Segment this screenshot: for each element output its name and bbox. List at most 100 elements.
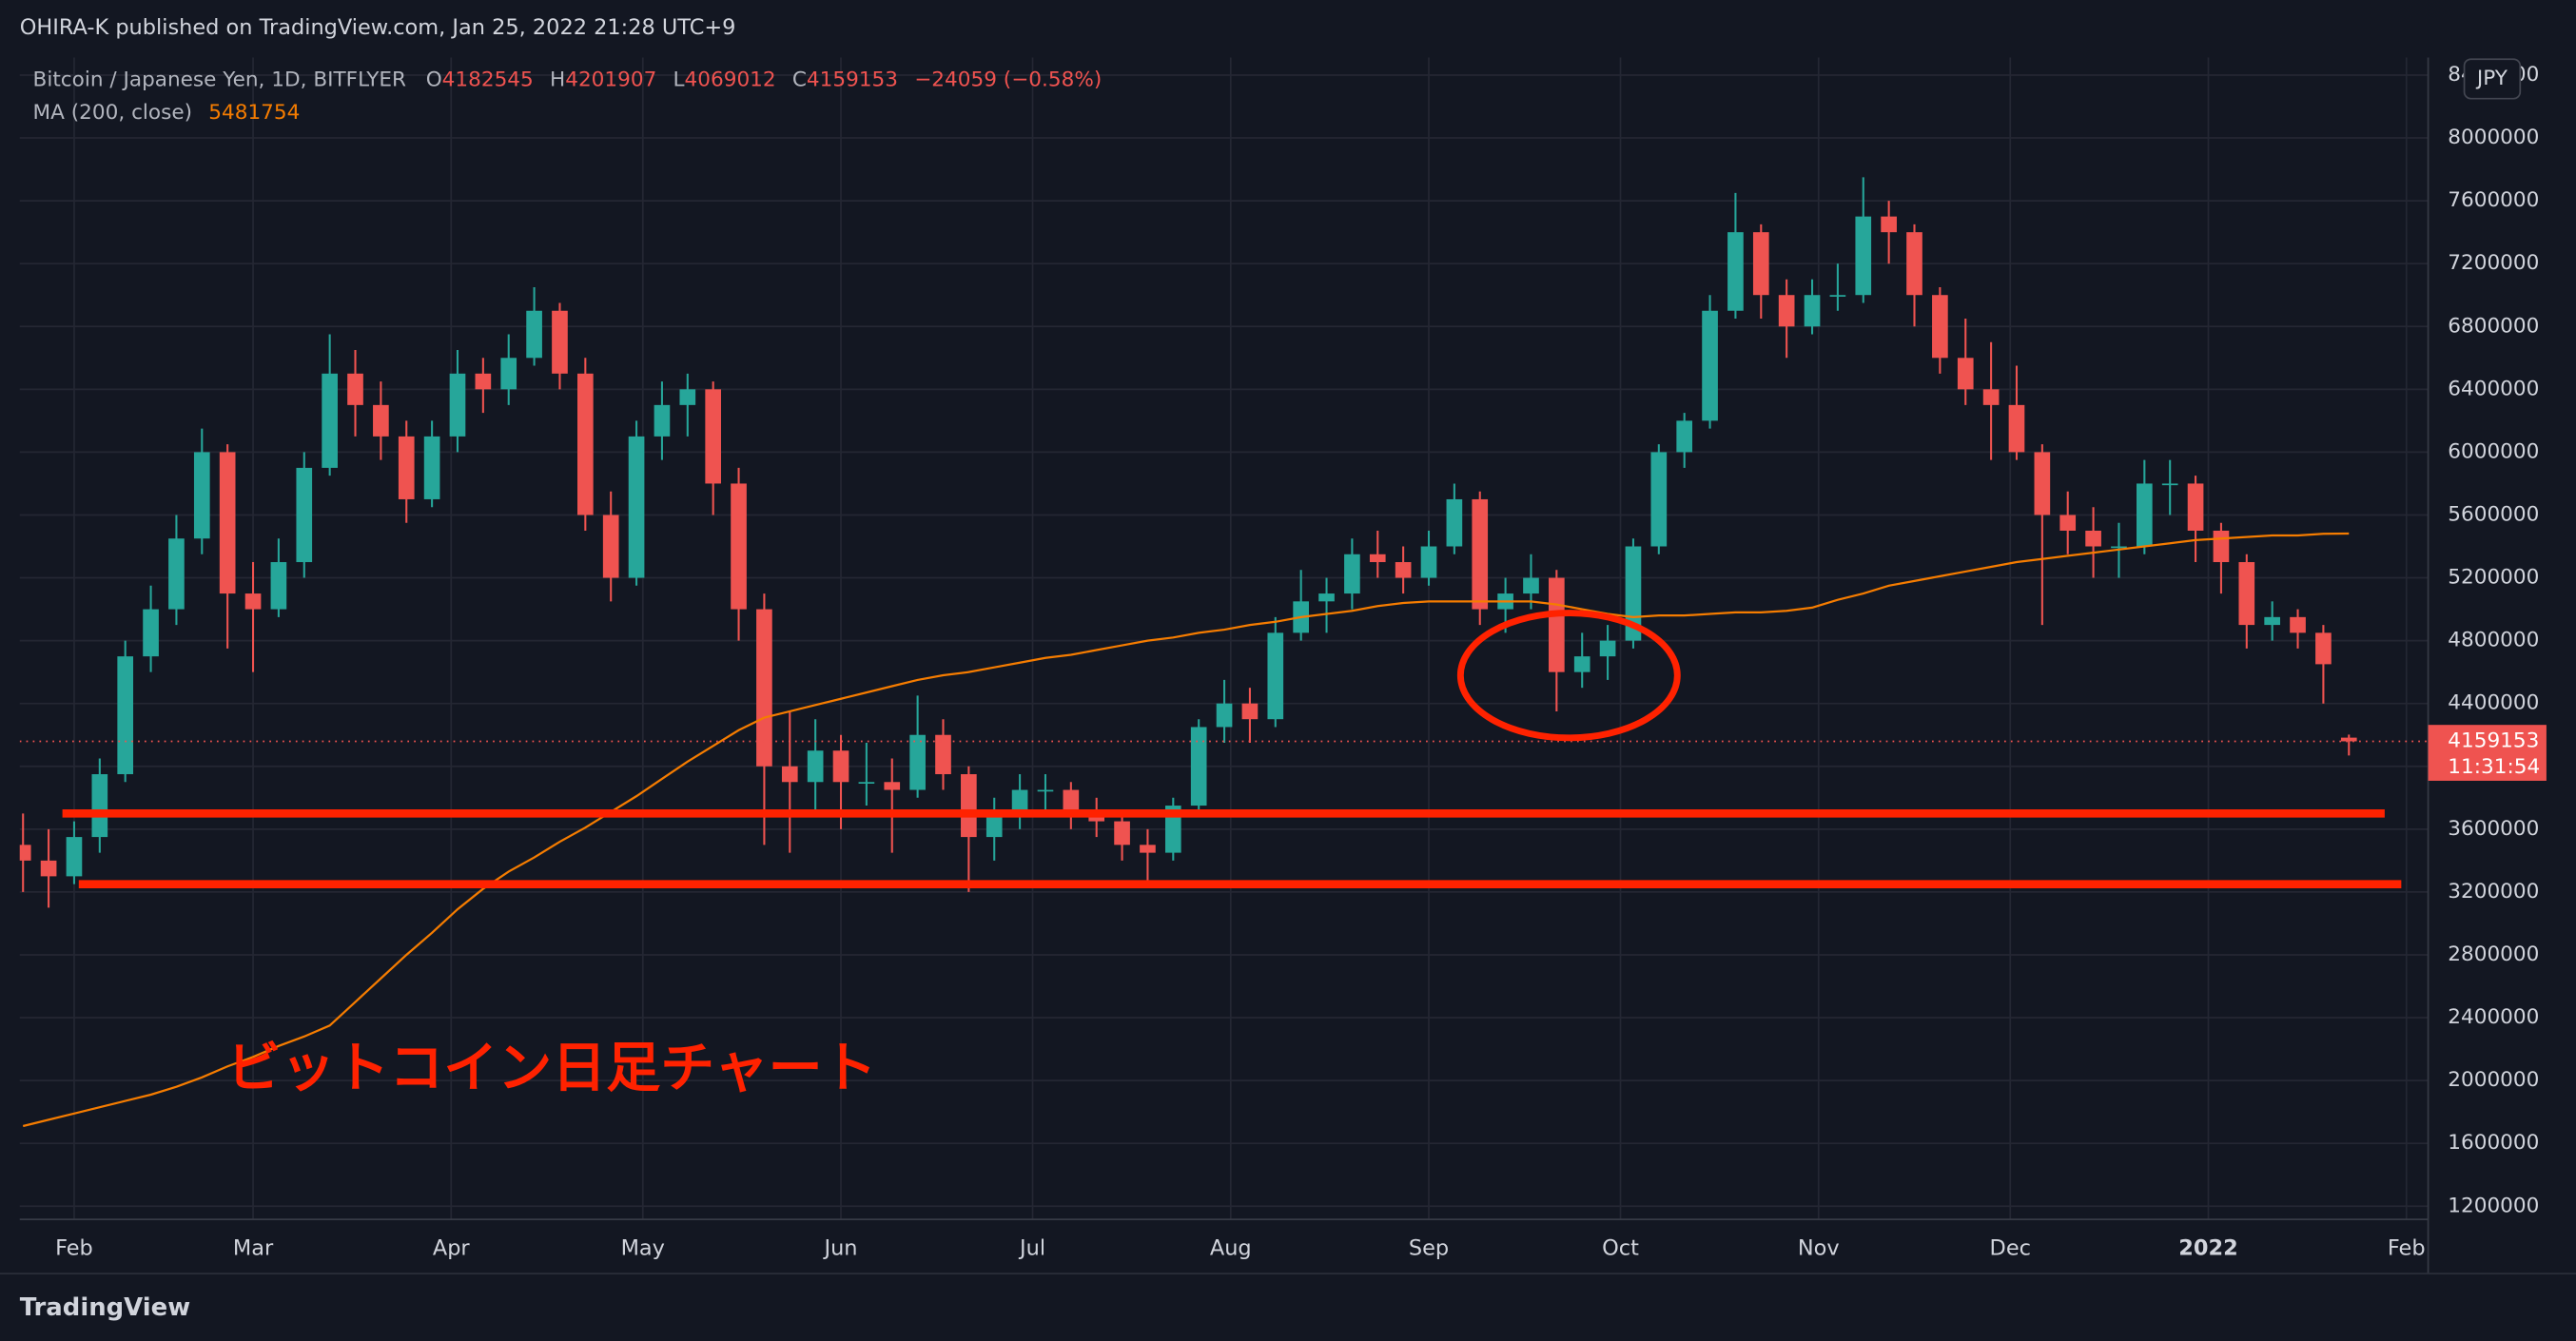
candle-body — [2187, 483, 2204, 531]
y-tick-label: 6800000 — [2448, 314, 2539, 338]
candle-body — [1752, 232, 1769, 296]
candle-body — [705, 389, 722, 484]
candle-body — [40, 860, 57, 877]
currency[interactable]: JPY — [2475, 67, 2508, 90]
last-price-box — [2428, 725, 2547, 781]
candle-body — [1804, 295, 1821, 327]
candle-body — [986, 813, 1003, 838]
currency-button[interactable] — [2463, 58, 2522, 100]
candle-body — [347, 373, 363, 405]
x-tick-label: Sep — [1409, 1236, 1449, 1261]
candle-body — [807, 750, 824, 783]
candle-body — [832, 750, 849, 783]
candle-body — [244, 593, 262, 610]
candle-body — [2161, 483, 2178, 486]
candle-body — [143, 609, 159, 657]
candle-body — [679, 389, 696, 405]
y-tick-label: 1200000 — [2448, 1194, 2539, 1217]
annotation-text: ビットコイン日足チャート — [226, 1037, 876, 1099]
candle-body — [449, 373, 466, 437]
candle-body — [66, 837, 83, 877]
x-tick-label: 2022 — [2178, 1236, 2237, 1261]
candle-body — [781, 766, 798, 783]
candle-body — [1446, 498, 1463, 547]
legend-ohlc: Bitcoin / Japanese Yen, 1D, BITFLYER O41… — [33, 68, 1103, 92]
y-tick-label: 7600000 — [2448, 188, 2539, 212]
h-label: H — [550, 68, 565, 92]
candle-body — [1599, 640, 1616, 657]
candle-body — [2085, 530, 2101, 547]
y-tick-label: 5200000 — [2448, 566, 2539, 590]
y-tick-label: 3600000 — [2448, 817, 2539, 841]
candle-body — [270, 562, 287, 610]
candle-body — [1318, 593, 1335, 602]
x-tick-label: Jun — [822, 1236, 857, 1261]
candle-body — [193, 452, 210, 539]
candle-body — [1369, 554, 1386, 563]
c-value: 4159153 — [807, 68, 898, 92]
y-tick-label: 4400000 — [2448, 691, 2539, 715]
circle-annotation — [1456, 610, 1681, 742]
x-tick-label: Dec — [1990, 1236, 2031, 1261]
c-label: C — [792, 68, 807, 92]
candle-body — [423, 436, 440, 499]
ma-label: MA (200, close) — [33, 101, 193, 125]
l-label: L — [673, 68, 685, 92]
x-tick-label: Feb — [55, 1236, 93, 1261]
candle-body — [1241, 703, 1259, 720]
y-tick-label: 7200000 — [2448, 251, 2539, 275]
candle-body — [1037, 789, 1054, 792]
candle-body — [1344, 554, 1360, 594]
candle-body — [117, 656, 134, 775]
y-tick-label: 5600000 — [2448, 502, 2539, 526]
candle-body — [961, 774, 977, 838]
candle-body — [1906, 232, 1922, 296]
y-tick-label: 4800000 — [2448, 629, 2539, 652]
candle-body — [1523, 577, 1539, 594]
candle-body — [1420, 546, 1437, 578]
candle-body — [884, 782, 901, 790]
candle-body — [1395, 562, 1412, 578]
last-price-label: 4159153 — [2448, 729, 2539, 752]
brand: TradingView — [20, 1293, 190, 1322]
candle-body — [219, 452, 236, 594]
candle-body — [2111, 546, 2127, 549]
y-tick-label: 1600000 — [2448, 1131, 2539, 1155]
candle-body — [1855, 216, 1872, 296]
candle-body — [91, 774, 108, 838]
candle-body — [858, 782, 875, 785]
candle-body — [1216, 703, 1233, 728]
candle-body — [1727, 232, 1744, 311]
candle-body — [1829, 295, 1846, 297]
candle-body — [2315, 632, 2332, 665]
y-tick-label: 6000000 — [2448, 439, 2539, 463]
candle-body — [1011, 789, 1028, 814]
candle-body — [2136, 483, 2153, 547]
candle-body — [2238, 562, 2255, 626]
candle-body — [628, 436, 645, 578]
candle-body — [756, 609, 772, 767]
candle-body — [1063, 789, 1080, 814]
symbol-title: Bitcoin / Japanese Yen, 1D, BITFLYER — [33, 68, 406, 92]
x-tick-label: Aug — [1210, 1236, 1252, 1261]
published-line: OHIRA-K published on TradingView.com, Ja… — [20, 15, 736, 40]
candle-body — [935, 734, 951, 775]
candle-body — [2034, 452, 2051, 515]
candle-body — [2059, 515, 2077, 531]
candle-body — [1778, 295, 1795, 327]
candle-body — [398, 436, 415, 499]
candle-body — [1957, 358, 1974, 390]
candle-body — [19, 845, 31, 861]
x-tick-label: Feb — [2388, 1236, 2426, 1261]
candle-body — [1881, 216, 1897, 233]
candle-body — [475, 373, 492, 390]
candle-body — [1472, 498, 1489, 610]
legend-ma: MA (200, close) 5481754 — [33, 101, 301, 125]
candle-body — [1140, 845, 1156, 853]
candle-body — [2264, 616, 2280, 626]
change: −24059 (−0.58%) — [914, 68, 1102, 92]
candle-body — [2340, 737, 2357, 742]
